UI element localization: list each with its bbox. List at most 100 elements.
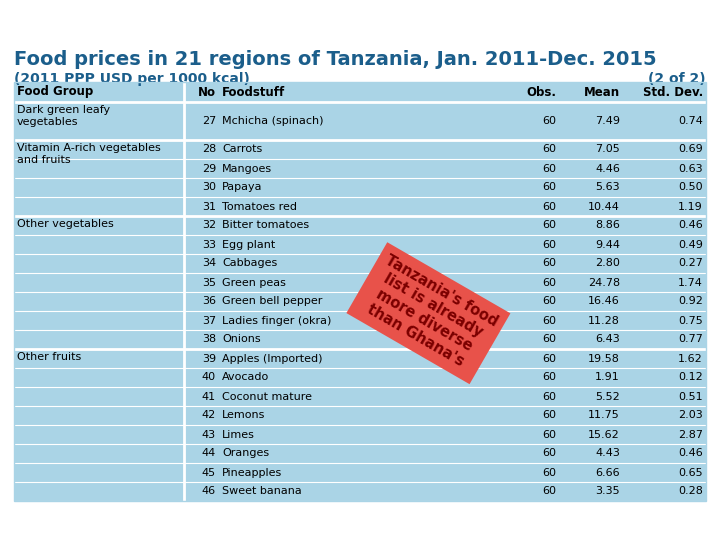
Text: 44: 44 [202, 449, 216, 458]
Text: Dark green leafy
vegetables: Dark green leafy vegetables [17, 105, 110, 126]
Text: 1.91: 1.91 [595, 373, 620, 382]
Bar [14, 178, 706, 197]
Text: 7.49: 7.49 [595, 116, 620, 126]
Text: 11.28: 11.28 [588, 315, 620, 326]
Text: 0.49: 0.49 [678, 240, 703, 249]
Text: 8.86: 8.86 [595, 220, 620, 231]
Text: No: No [198, 85, 216, 98]
Text: Foodstuff: Foodstuff [222, 85, 285, 98]
Text: 43: 43 [202, 429, 216, 440]
Text: 11.75: 11.75 [588, 410, 620, 421]
Text: 30: 30 [202, 183, 216, 192]
Text: 6.66: 6.66 [595, 468, 620, 477]
Text: 0.74: 0.74 [678, 116, 703, 126]
Text: 10.44: 10.44 [588, 201, 620, 212]
Text: 39: 39 [202, 354, 216, 363]
Text: 60: 60 [542, 429, 556, 440]
Text: 0.65: 0.65 [678, 468, 703, 477]
Text: 35: 35 [202, 278, 216, 287]
Text: 2.80: 2.80 [595, 259, 620, 268]
Text: Tomatoes red: Tomatoes red [222, 201, 297, 212]
Text: 60: 60 [542, 183, 556, 192]
Bar [14, 425, 706, 444]
Text: 60: 60 [542, 392, 556, 402]
Text: Apples (Imported): Apples (Imported) [222, 354, 323, 363]
Bar [14, 330, 706, 349]
Text: Mean: Mean [584, 85, 620, 98]
Text: Mangoes: Mangoes [222, 164, 272, 173]
Text: 2.87: 2.87 [678, 429, 703, 440]
Text: 60: 60 [542, 334, 556, 345]
Text: 2.03: 2.03 [678, 410, 703, 421]
Text: 46: 46 [202, 487, 216, 496]
Text: 36: 36 [202, 296, 216, 307]
Text: 41: 41 [202, 392, 216, 402]
Bar [14, 235, 706, 254]
Text: 45: 45 [202, 468, 216, 477]
Text: 4.43: 4.43 [595, 449, 620, 458]
Text: 42: 42 [202, 410, 216, 421]
Bar [14, 216, 706, 235]
Bar [14, 292, 706, 311]
Text: 0.12: 0.12 [678, 373, 703, 382]
Text: Bitter tomatoes: Bitter tomatoes [222, 220, 309, 231]
Text: 5.63: 5.63 [595, 183, 620, 192]
Text: 0.51: 0.51 [678, 392, 703, 402]
Text: 0.92: 0.92 [678, 296, 703, 307]
Text: Food Group: Food Group [17, 85, 94, 98]
Text: Tanzania's food
list is already
more diverse
than Ghana's: Tanzania's food list is already more div… [356, 252, 500, 374]
Bar [14, 82, 706, 102]
Text: 0.27: 0.27 [678, 259, 703, 268]
Text: 32: 32 [202, 220, 216, 231]
Text: 1.19: 1.19 [678, 201, 703, 212]
Text: 0.46: 0.46 [678, 220, 703, 231]
Text: Avocado: Avocado [222, 373, 269, 382]
Text: 6.43: 6.43 [595, 334, 620, 345]
Text: 60: 60 [542, 240, 556, 249]
Text: Ladies finger (okra): Ladies finger (okra) [222, 315, 331, 326]
Text: Coconut mature: Coconut mature [222, 392, 312, 402]
Bar [14, 254, 706, 273]
Text: 1.62: 1.62 [678, 354, 703, 363]
Text: 0.77: 0.77 [678, 334, 703, 345]
Bar [14, 197, 706, 216]
Bar [14, 482, 706, 501]
Text: 40: 40 [202, 373, 216, 382]
Text: 5.52: 5.52 [595, 392, 620, 402]
Text: 60: 60 [542, 487, 556, 496]
Bar [14, 463, 706, 482]
Text: 28: 28 [202, 145, 216, 154]
Text: Cabbages: Cabbages [222, 259, 277, 268]
Text: 16.46: 16.46 [588, 296, 620, 307]
Text: 0.50: 0.50 [678, 183, 703, 192]
Text: 60: 60 [542, 315, 556, 326]
Text: Papaya: Papaya [222, 183, 263, 192]
Text: 60: 60 [542, 259, 556, 268]
Text: Egg plant: Egg plant [222, 240, 275, 249]
Bar [14, 368, 706, 387]
Text: Lemons: Lemons [222, 410, 266, 421]
Bar [14, 140, 706, 159]
Text: 60: 60 [542, 220, 556, 231]
Text: Other fruits: Other fruits [17, 352, 81, 362]
Text: (2011 PPP USD per 1000 kcal): (2011 PPP USD per 1000 kcal) [14, 72, 250, 86]
Text: Sweet banana: Sweet banana [222, 487, 302, 496]
Text: 60: 60 [542, 201, 556, 212]
Text: Carrots: Carrots [222, 145, 262, 154]
Text: 60: 60 [542, 468, 556, 477]
Bar [14, 444, 706, 463]
Text: Vitamin A-rich vegetables
and fruits: Vitamin A-rich vegetables and fruits [17, 143, 161, 165]
Text: Other vegetables: Other vegetables [17, 219, 114, 229]
Text: 60: 60 [542, 354, 556, 363]
Text: Oranges: Oranges [222, 449, 269, 458]
Text: 37: 37 [202, 315, 216, 326]
Text: 24.78: 24.78 [588, 278, 620, 287]
Text: 60: 60 [542, 296, 556, 307]
Text: 19.58: 19.58 [588, 354, 620, 363]
Text: 34: 34 [202, 259, 216, 268]
Bar [14, 82, 706, 501]
Bar [14, 406, 706, 425]
Text: 60: 60 [542, 145, 556, 154]
Text: (2 of 2): (2 of 2) [649, 72, 706, 86]
Text: 0.46: 0.46 [678, 449, 703, 458]
